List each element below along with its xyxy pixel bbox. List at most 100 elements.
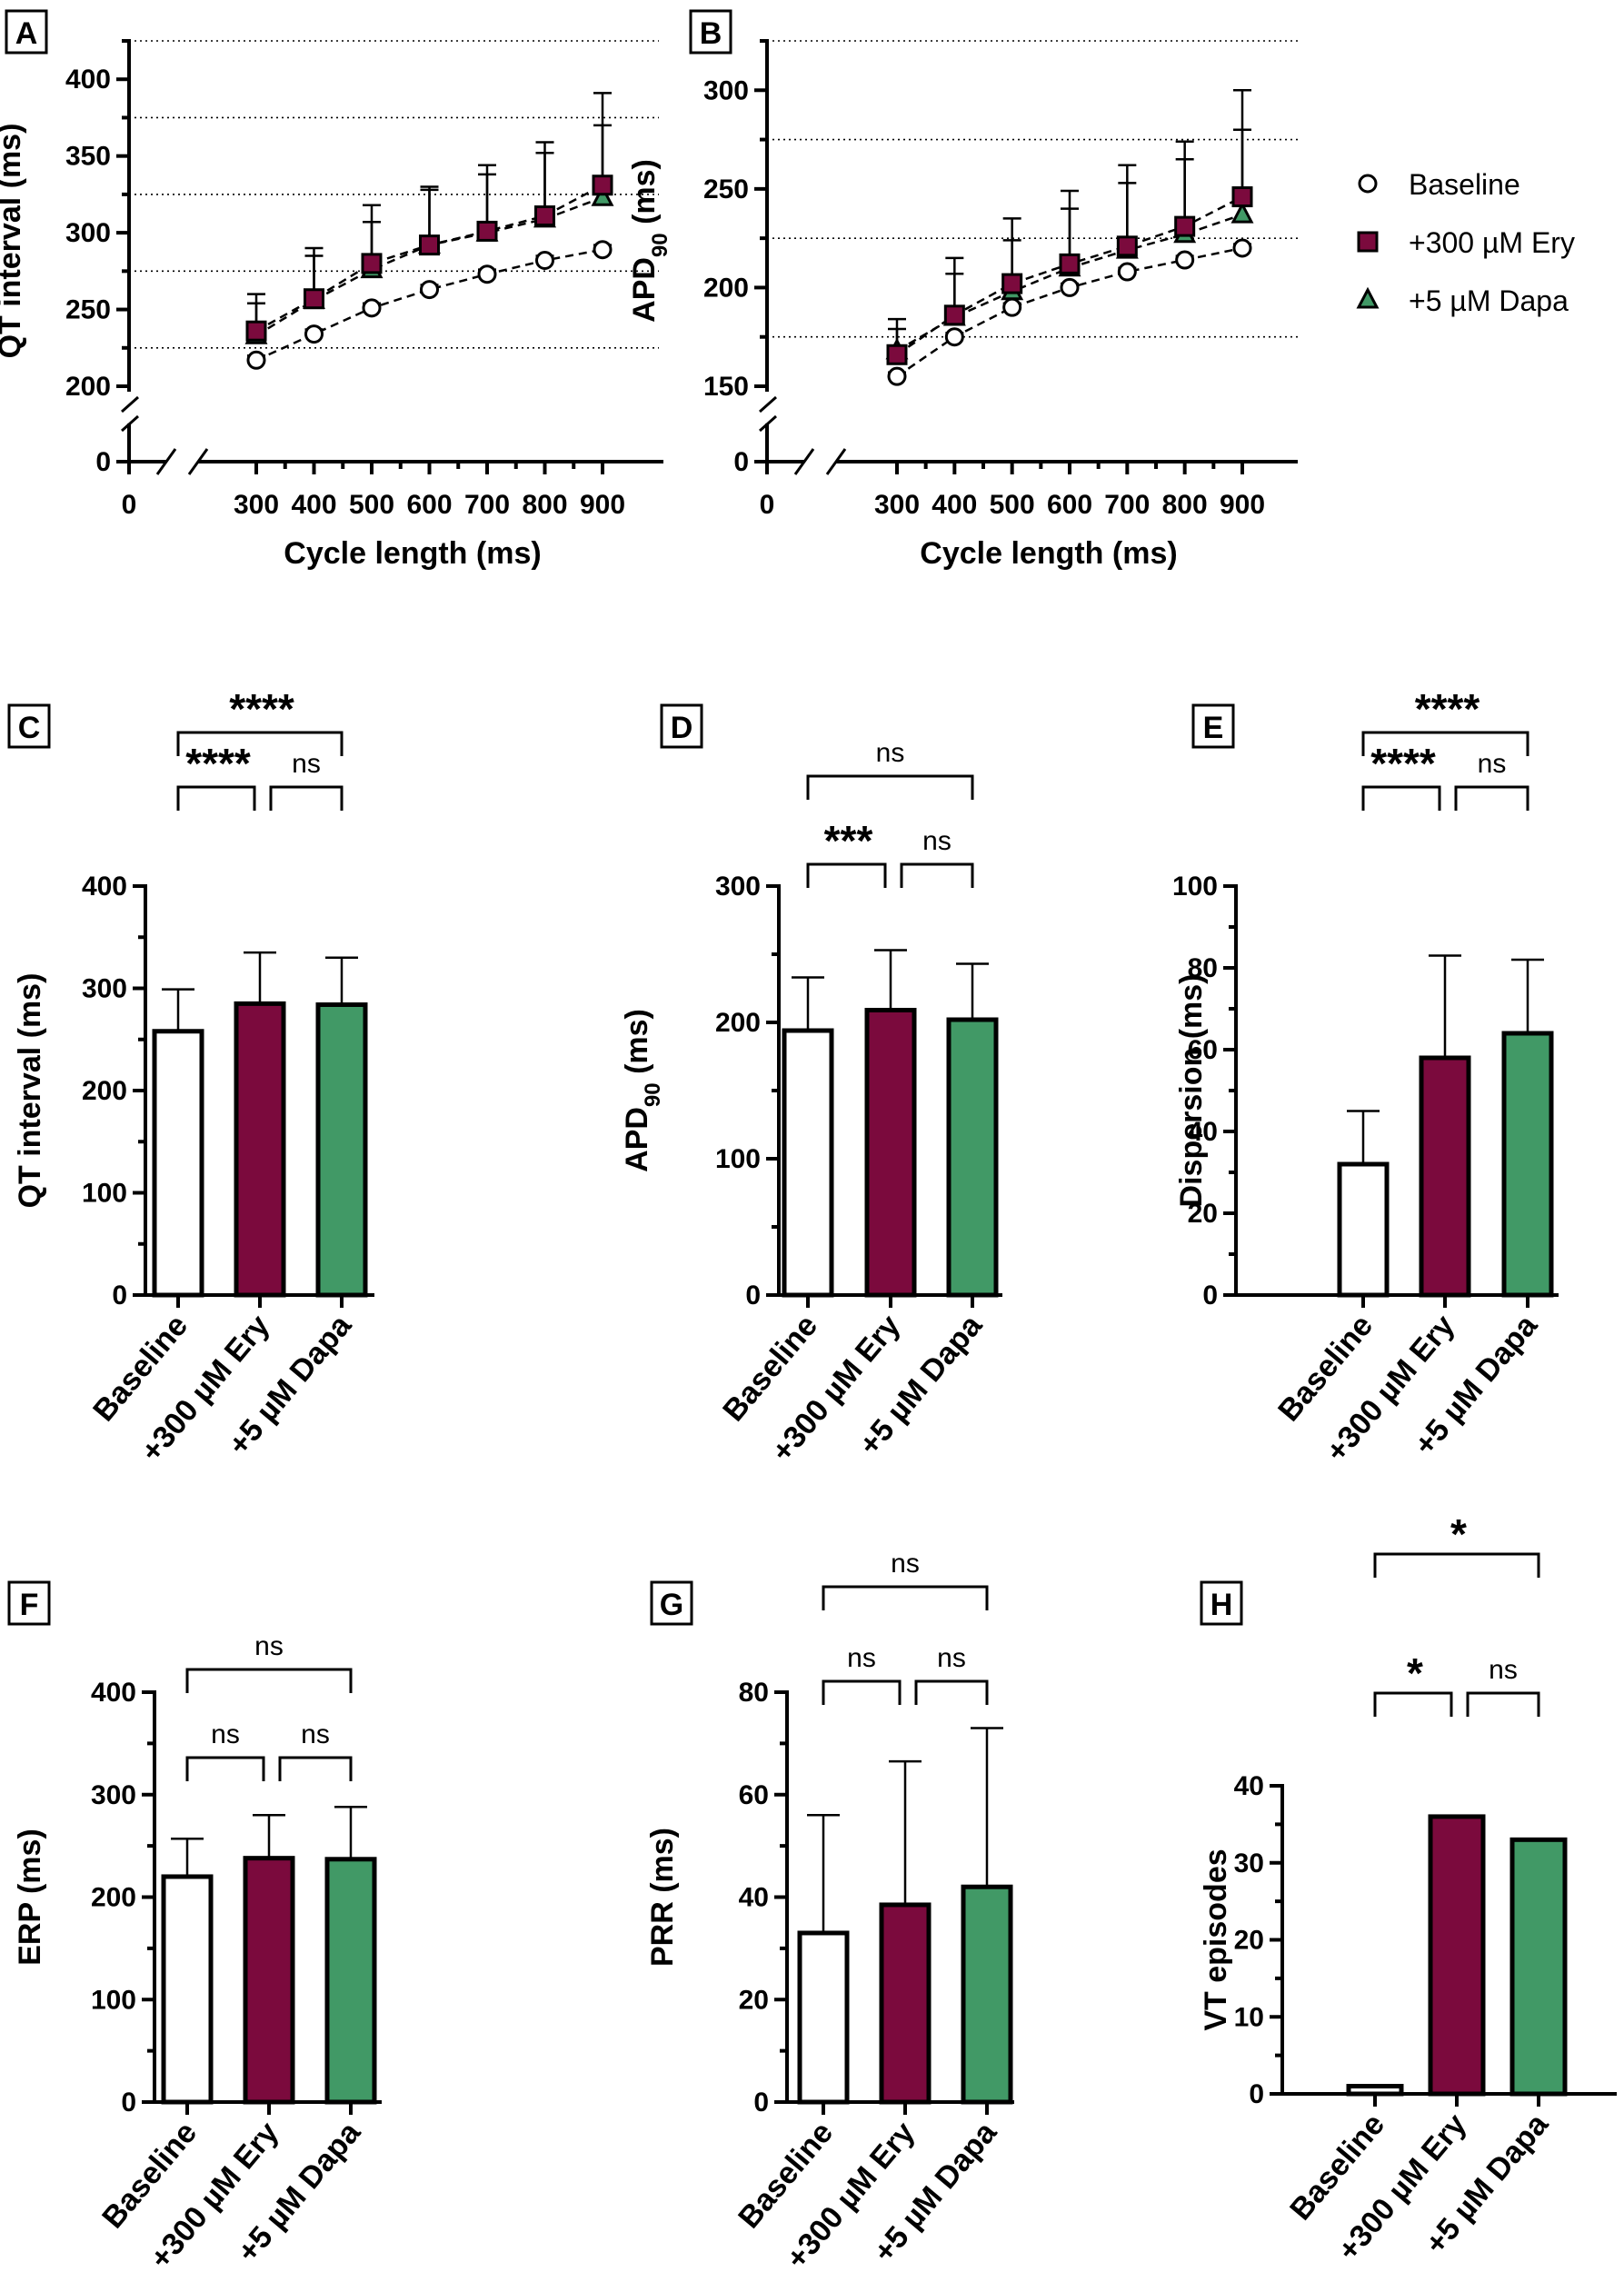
significance-label: * bbox=[1450, 1510, 1467, 1558]
series-2 bbox=[247, 124, 612, 336]
data-point bbox=[361, 253, 383, 274]
x-tick-label: 900 bbox=[580, 490, 625, 520]
y-tick-label: 20 bbox=[1234, 1926, 1264, 1956]
bar bbox=[797, 1930, 850, 2105]
significance-bracket bbox=[1373, 1552, 1540, 1578]
legend-item: Baseline bbox=[1358, 168, 1520, 201]
y-axis-title: ERP (ms) bbox=[13, 1829, 47, 1966]
bar bbox=[782, 1028, 834, 1298]
legend-label: Baseline bbox=[1409, 168, 1520, 201]
y-tick-label: 40 bbox=[739, 1883, 769, 1913]
significance-label: **** bbox=[1415, 685, 1480, 732]
data-point bbox=[1230, 201, 1254, 224]
significance-bracket bbox=[900, 862, 974, 888]
significance-bracket bbox=[269, 785, 344, 811]
x-axis-break-mark bbox=[155, 448, 177, 475]
y-tick-label: 150 bbox=[703, 372, 749, 402]
legend-item: +300 µM Ery bbox=[1357, 226, 1575, 259]
y-tick-label: 0 bbox=[95, 447, 111, 477]
y-axis-break-mark bbox=[121, 414, 139, 433]
panel-label-box bbox=[689, 9, 732, 55]
significance-bracket bbox=[176, 785, 256, 811]
y-tick-label: 300 bbox=[91, 1780, 136, 1810]
y-tick-label: 0 bbox=[745, 1280, 761, 1310]
y-tick-label: 100 bbox=[82, 1179, 127, 1209]
panel-label: E bbox=[1203, 711, 1224, 745]
y-tick-label: 250 bbox=[65, 295, 111, 325]
x-tick-label: 0 bbox=[760, 490, 775, 520]
significance-bracket bbox=[1454, 785, 1529, 811]
data-point bbox=[886, 344, 908, 365]
bar bbox=[879, 1902, 932, 2105]
y-tick-label: 300 bbox=[703, 75, 749, 105]
data-point bbox=[304, 288, 324, 310]
significance-bracket bbox=[822, 1585, 989, 1610]
legend-label: +300 µM Ery bbox=[1409, 226, 1575, 259]
data-point bbox=[1060, 277, 1080, 297]
significance-label: ns bbox=[1478, 749, 1507, 779]
significance-label: **** bbox=[1370, 740, 1436, 787]
panel-label-box bbox=[1191, 703, 1235, 749]
x-tick-label: 900 bbox=[1220, 490, 1265, 520]
significance-bracket bbox=[1466, 1691, 1540, 1717]
y-tick-label: 80 bbox=[1188, 953, 1218, 983]
significance-bracket bbox=[185, 1756, 265, 1781]
data-point bbox=[535, 251, 554, 271]
y-tick-label: 200 bbox=[703, 273, 749, 303]
significance-bracket bbox=[278, 1756, 353, 1781]
x-tick-label: 400 bbox=[932, 490, 977, 520]
significance-label: **** bbox=[185, 740, 251, 787]
data-point bbox=[246, 350, 266, 370]
x-tick-label: 0 bbox=[122, 490, 137, 520]
x-tick-label: 600 bbox=[406, 490, 452, 520]
x-tick-label: 500 bbox=[349, 490, 394, 520]
significance-bracket bbox=[1373, 1691, 1453, 1717]
bar bbox=[961, 1884, 1013, 2105]
y-tick-label: 0 bbox=[753, 2088, 769, 2118]
significance-bracket bbox=[914, 1679, 989, 1705]
x-tick-label: 700 bbox=[464, 490, 510, 520]
significance-bracket bbox=[806, 862, 887, 888]
data-point bbox=[420, 280, 439, 300]
y-axis-break-mark bbox=[759, 395, 777, 414]
significance-label: ns bbox=[1489, 1655, 1518, 1685]
bar bbox=[1337, 1161, 1390, 1298]
data-point bbox=[1002, 297, 1022, 317]
y-axis-title: APD90 (ms) bbox=[627, 159, 673, 323]
panel-label-box bbox=[660, 703, 703, 749]
x-tick-label: 600 bbox=[1047, 490, 1092, 520]
data-point bbox=[534, 205, 555, 227]
y-axis-break-mark bbox=[121, 395, 139, 414]
significance-label: ns bbox=[301, 1719, 330, 1749]
significance-bracket bbox=[822, 1679, 902, 1705]
y-tick-label: 350 bbox=[65, 142, 111, 172]
bar bbox=[1419, 1055, 1471, 1298]
data-point bbox=[943, 304, 965, 326]
data-point bbox=[1231, 186, 1253, 208]
bar bbox=[315, 1002, 368, 1298]
x-axis-break-mark bbox=[187, 448, 209, 475]
series-0 bbox=[247, 244, 612, 361]
bar bbox=[152, 1029, 204, 1298]
y-tick-label: 200 bbox=[65, 372, 111, 402]
bar bbox=[1509, 1837, 1568, 2097]
data-point bbox=[887, 366, 907, 386]
y-tick-label: 250 bbox=[703, 174, 749, 204]
panel-label: C bbox=[18, 711, 41, 745]
bar bbox=[1501, 1031, 1554, 1298]
y-tick-label: 40 bbox=[1188, 1117, 1218, 1147]
significance-label: ns bbox=[922, 826, 951, 856]
significance-label: * bbox=[1407, 1649, 1423, 1697]
data-point bbox=[419, 234, 440, 256]
data-point bbox=[1232, 238, 1252, 258]
x-tick-label: 300 bbox=[234, 490, 279, 520]
y-tick-label: 100 bbox=[91, 1985, 136, 2015]
x-tick-label: 300 bbox=[874, 490, 920, 520]
bar bbox=[243, 1856, 295, 2105]
panel-label: D bbox=[671, 711, 693, 745]
